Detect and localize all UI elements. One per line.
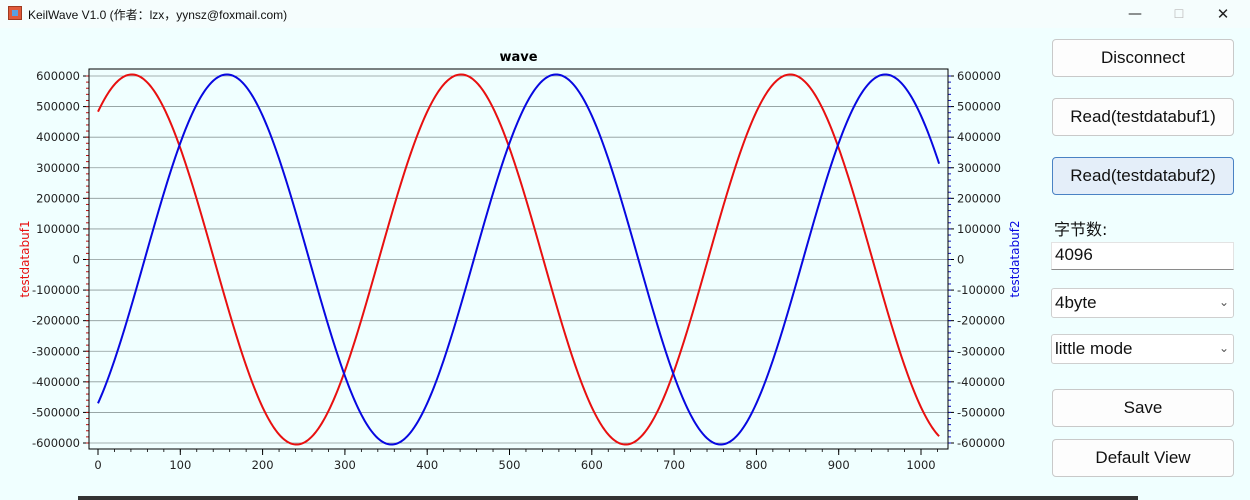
byte-count-label: 字节数: (1054, 220, 1108, 239)
read-testdatabuf1-button[interactable]: Read(testdatabuf1) (1052, 98, 1234, 136)
y-tick-right: 100000 (957, 222, 1001, 236)
y-tick-left: 300000 (36, 161, 80, 175)
y-tick-right: 300000 (957, 161, 1001, 175)
chevron-down-icon: ⌄ (1218, 295, 1229, 309)
y-tick-left: -200000 (32, 314, 80, 328)
x-tick-label: 1000 (906, 458, 935, 472)
y-tick-left: 500000 (36, 100, 80, 114)
chart-title: wave (499, 50, 537, 65)
y-tick-left: 600000 (36, 69, 80, 83)
y-tick-right: -100000 (957, 283, 1005, 297)
byte-count-input[interactable]: 4096 (1051, 242, 1234, 270)
endian-mode-select[interactable]: little mode ⌄ (1051, 334, 1234, 364)
y-tick-right: 200000 (957, 191, 1001, 205)
x-tick-label: 500 (499, 458, 521, 472)
save-button[interactable]: Save (1052, 389, 1234, 427)
y-tick-left: 0 (73, 253, 80, 267)
default-view-button[interactable]: Default View (1052, 439, 1234, 477)
endian-mode-value: little mode (1055, 339, 1133, 358)
disconnect-button[interactable]: Disconnect (1052, 39, 1234, 77)
title-bar: KeilWave V1.0 (作者：lzx，yynsz@foxmail.com)… (0, 0, 1250, 28)
right-axis-label: testdatabuf2 (1008, 220, 1022, 297)
y-tick-right: -200000 (957, 314, 1005, 328)
x-tick-label: 800 (745, 458, 767, 472)
y-tick-right: 400000 (957, 130, 1001, 144)
chevron-down-icon: ⌄ (1218, 341, 1229, 355)
y-tick-left: 200000 (36, 191, 80, 205)
x-tick-label: 700 (663, 458, 685, 472)
x-tick-label: 200 (252, 458, 274, 472)
x-tick-label: 300 (334, 458, 356, 472)
maximize-button[interactable]: ☐ (1173, 7, 1185, 21)
y-tick-left: -100000 (32, 283, 80, 297)
x-tick-label: 600 (581, 458, 603, 472)
y-tick-right: -400000 (957, 375, 1005, 389)
y-tick-right: -600000 (957, 436, 1005, 450)
y-tick-left: 400000 (36, 130, 80, 144)
y-tick-left: -500000 (32, 405, 80, 419)
close-button[interactable]: ✕ (1216, 5, 1230, 23)
x-tick-label: 100 (169, 458, 191, 472)
series-line-1 (97, 73, 940, 446)
y-tick-left: -400000 (32, 375, 80, 389)
minimize-button[interactable]: — (1128, 6, 1142, 22)
y-tick-right: -500000 (957, 405, 1005, 419)
read-testdatabuf2-button[interactable]: Read(testdatabuf2) (1052, 157, 1234, 195)
y-tick-right: 500000 (957, 100, 1001, 114)
x-tick-label: 400 (416, 458, 438, 472)
y-tick-left: -600000 (32, 436, 80, 450)
data-type-select[interactable]: 4byte ⌄ (1051, 288, 1234, 318)
y-tick-left: 100000 (36, 222, 80, 236)
x-tick-label: 0 (94, 458, 101, 472)
series-line-2 (97, 73, 941, 446)
y-tick-right: 0 (957, 253, 964, 267)
window-title: KeilWave V1.0 (作者：lzx，yynsz@foxmail.com) (28, 8, 288, 22)
data-type-value: 4byte (1055, 293, 1097, 312)
left-axis-label: testdatabuf1 (18, 220, 32, 297)
app-icon (8, 6, 22, 20)
y-tick-right: 600000 (957, 69, 1001, 83)
y-tick-left: -300000 (32, 344, 80, 358)
y-tick-right: -300000 (957, 344, 1005, 358)
plot-frame (88, 68, 949, 450)
x-tick-label: 900 (828, 458, 850, 472)
bottom-border (78, 496, 1138, 500)
plot-area (89, 69, 948, 449)
